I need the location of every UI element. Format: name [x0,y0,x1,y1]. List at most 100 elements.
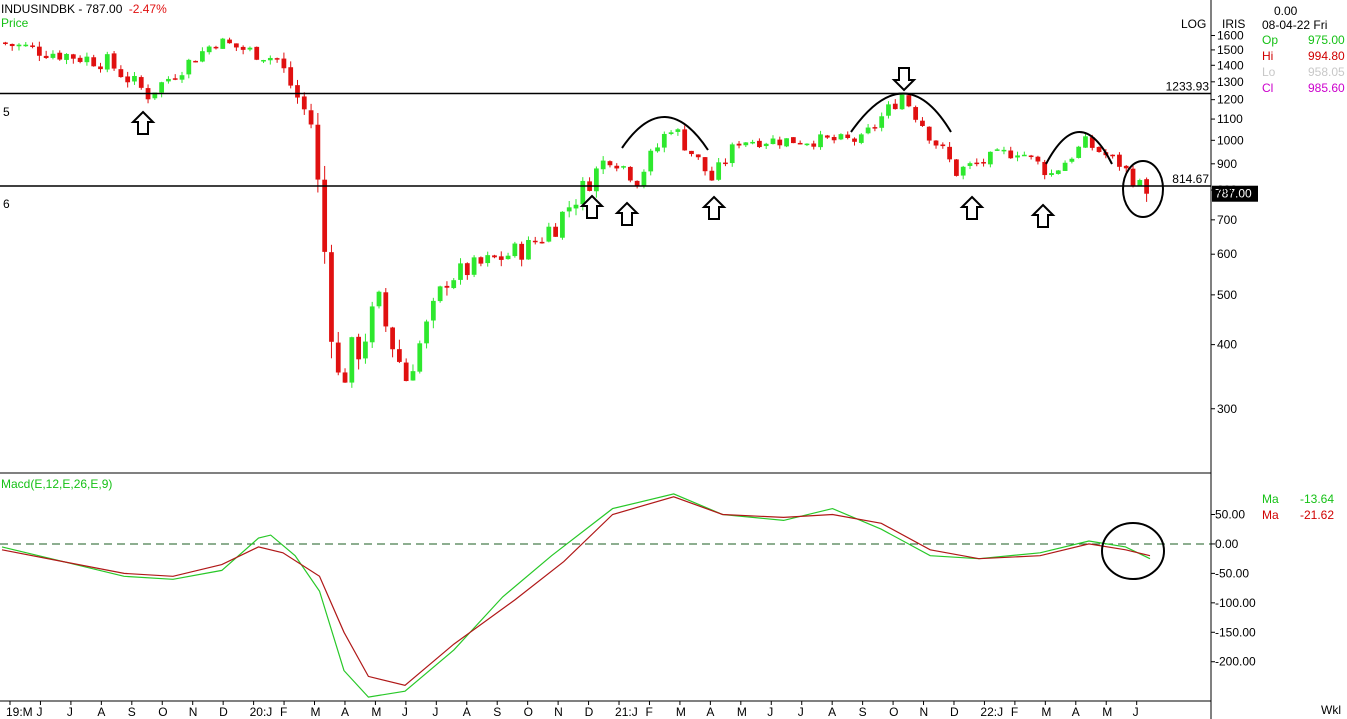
row-5-label: 5 [3,105,10,119]
x-tick-label: M [1102,705,1112,719]
candle-body [159,82,165,93]
signal-value-label: Ma [1262,508,1279,522]
candle-body [954,159,959,176]
change-label: -2.47% [128,2,167,16]
candle-body [186,59,192,75]
price-tick-label: 1600 [1217,29,1244,43]
candle-body [845,134,851,138]
candle-body [193,60,198,63]
x-tick-label: J [767,705,773,719]
candle-body [573,204,579,209]
x-tick-label: J [432,705,438,719]
candle-body [553,226,558,237]
candle-body [614,165,620,169]
candle-body [865,127,871,134]
candle-body [600,160,606,170]
x-tick-label: N [189,705,198,719]
candle-body [723,162,728,165]
last-price-label: 787.00 [85,2,123,16]
candle-body [913,107,919,120]
signal-value: -21.62 [1300,508,1335,522]
x-tick-label: 19:M [6,705,33,719]
candle-body [1076,146,1082,158]
price-tick-label: 1000 [1217,133,1244,147]
candle-body [23,44,29,47]
candle-body [403,362,409,382]
macd-tick-label: -150.00 [1215,625,1256,639]
candle-body [152,92,158,99]
candle-body [227,39,232,44]
price-tick-label: 1200 [1217,93,1244,107]
candle-body [369,306,375,343]
price-tick-label: 1300 [1217,75,1244,89]
candle-body [811,143,817,147]
candle-body [485,255,491,264]
candle-body [852,138,857,142]
candle-body [1083,136,1088,148]
candle-body [315,124,321,180]
ticker-header: INDUSINDBK - 787.00 -2.47% [1,2,167,16]
candle-body [36,46,42,56]
last-price-tag-label: 787.00 [1215,187,1252,201]
candle-body [166,78,171,82]
candle-body [1130,168,1136,186]
ohlc-top-value: 0.00 [1274,4,1298,18]
candle-body [777,139,783,146]
candle-body [172,78,178,80]
candle-body [539,241,545,244]
candle-body [560,211,565,238]
candle-body [716,162,722,180]
x-tick-label: D [585,705,594,719]
top-arc [850,92,952,133]
period-label[interactable]: Wkl [1321,703,1341,717]
candle-body [335,342,341,373]
log-scale-label[interactable]: LOG [1181,17,1207,31]
support-up-arrow [614,201,640,226]
ohlc-date: 08-04-22 Fri [1262,18,1328,32]
candle-body [1015,155,1020,158]
candle-body [505,255,511,260]
candle-body [797,142,803,145]
candle-body [77,57,83,62]
candle-body [84,56,90,63]
candle-body [274,58,280,60]
row-6-label: 6 [3,197,10,211]
candle-body [1062,162,1068,171]
candle-body [240,46,246,50]
candle-body [519,243,525,260]
candle-body [281,58,287,69]
macd-value: -13.64 [1300,492,1335,506]
x-tick-label: M [311,705,321,719]
candle-body [91,57,97,67]
candle-body [892,103,898,110]
x-tick-label: 21:J [615,705,638,719]
ohlc-low-value: 958.05 [1308,65,1345,79]
candle-body [471,257,477,275]
ohlc-close-label: Cl [1262,81,1274,95]
candle-body [247,47,253,50]
level-label: 1233.93 [1166,79,1210,93]
candle-body [987,151,993,165]
candle-body [261,59,266,62]
candle-body [458,263,463,280]
candle-body [200,51,205,62]
x-tick-label: F [280,705,287,719]
candle-body [526,239,531,260]
x-tick-label: O [158,705,167,719]
candle-body [641,171,647,186]
x-tick-label: M [676,705,686,719]
support-up-arrow [579,194,605,219]
candle-body [288,67,294,86]
x-tick-label: J [402,705,408,719]
x-tick-label: D [219,705,228,719]
candle-body [417,343,423,372]
candle-body [1042,161,1048,176]
candle-body [104,54,110,70]
candle-body [981,162,986,164]
candle-body [1117,154,1122,167]
macd-value-label: Ma [1262,492,1279,506]
x-tick-label: A [1072,705,1080,719]
candle-body [464,263,470,276]
candle-body [967,163,973,166]
